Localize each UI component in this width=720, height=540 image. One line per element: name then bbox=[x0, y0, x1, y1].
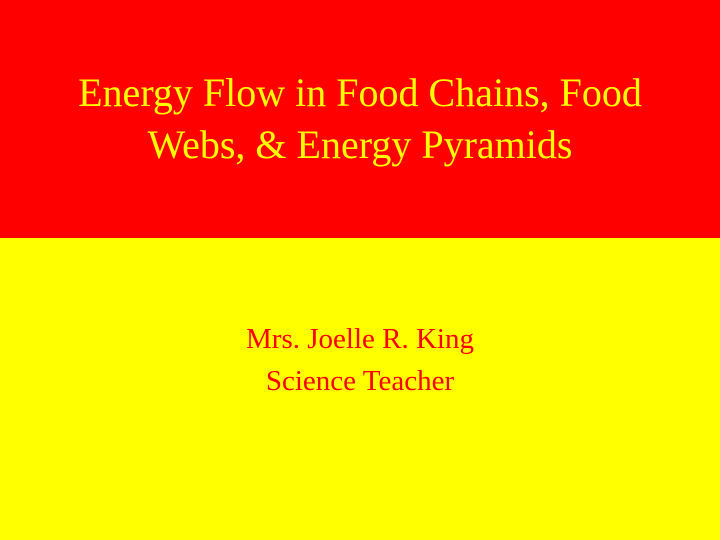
slide-title: Energy Flow in Food Chains, Food Webs, &… bbox=[30, 67, 690, 171]
author-name: Mrs. Joelle R. King bbox=[246, 318, 474, 360]
author-role: Science Teacher bbox=[266, 360, 454, 402]
title-section: Energy Flow in Food Chains, Food Webs, &… bbox=[0, 0, 720, 238]
author-section: Mrs. Joelle R. King Science Teacher bbox=[0, 238, 720, 540]
